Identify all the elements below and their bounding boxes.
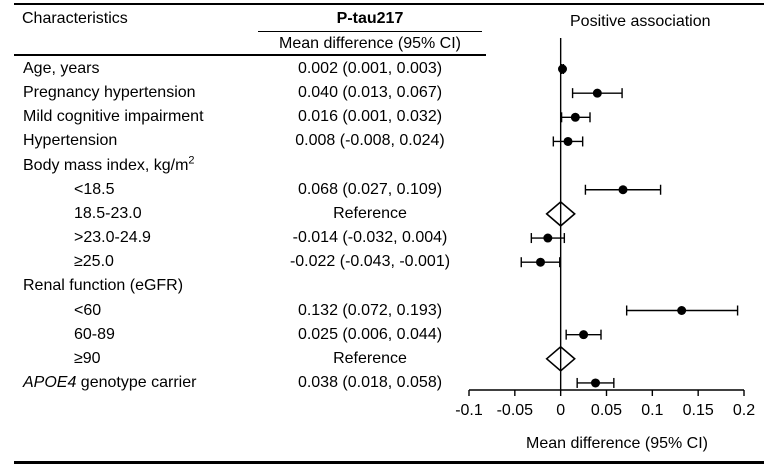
row-bmi-ge-25-ci-text: -0.022 (-0.043, -0.001) — [289, 253, 451, 271]
row-hypertension-label-text: Hypertension — [23, 132, 118, 150]
row-egfr-ge-90-label-text: ≥90 — [74, 349, 101, 367]
row-bmi-ge-25-mark — [520, 257, 561, 268]
row-mild-cognitive-impairment-label-text: Mild cognitive impairment — [23, 108, 204, 126]
row-pregnancy-hypertension-mark — [571, 88, 623, 99]
row-bmi-23-24-9-ci-text: -0.014 (-0.032, 0.004) — [292, 229, 448, 247]
row-body-mass-index-label-sup: 2 — [188, 154, 195, 167]
row-mild-cognitive-impairment-mark — [560, 112, 591, 123]
row-egfr-lt-60-mark — [625, 305, 739, 316]
row-bmi-ge-25-estimate-point — [536, 257, 545, 267]
x-axis-title: Mean difference (95% CI) — [526, 435, 708, 452]
row-renal-function-label: Renal function (eGFR) — [23, 276, 183, 296]
x-tick-label-0-1: 0.1 — [641, 402, 663, 419]
x-tick-label-0-15: 0.15 — [683, 402, 714, 419]
row-pregnancy-hypertension-label: Pregnancy hypertension — [23, 83, 196, 103]
row-age-years-label: Age, years — [23, 59, 99, 79]
row-bmi-lt-18-5-label: <18.5 — [74, 180, 114, 200]
row-egfr-ge-90-label: ≥90 — [74, 349, 101, 369]
row-age-years-estimate-point — [558, 64, 567, 74]
row-bmi-lt-18-5-ci-text: 0.068 (0.027, 0.109) — [297, 180, 443, 198]
row-mild-cognitive-impairment-estimate-point — [570, 112, 580, 122]
row-apoe4-carrier-ci-text: 0.038 (0.018, 0.058) — [297, 373, 443, 391]
row-bmi-18-5-23-ci-text: Reference — [333, 204, 407, 222]
row-bmi-ge-25-label-text: ≥25.0 — [74, 253, 114, 271]
row-egfr-lt-60-estimate-point — [677, 306, 687, 315]
x-tick-label-0-05: 0.05 — [591, 402, 622, 419]
ci-subheader: Mean difference (95% CI) — [278, 35, 461, 52]
x-tick-label-0: 0 — [556, 402, 565, 419]
row-hypertension-mark — [552, 136, 584, 147]
row-bmi-18-5-23-label: 18.5-23.0 — [74, 204, 142, 224]
row-mild-cognitive-impairment-label: Mild cognitive impairment — [23, 107, 204, 127]
row-bmi-lt-18-5-label-text: <18.5 — [74, 180, 115, 198]
positive-association-label: Positive association — [570, 13, 711, 30]
row-age-years-ci-text: 0.002 (0.001, 0.003) — [297, 60, 443, 77]
row-body-mass-index-label-text: Body mass index, kg/m — [23, 156, 189, 174]
row-hypertension-ci-text: 0.008 (-0.008, 0.024) — [295, 132, 445, 150]
characteristics-header: Characteristics — [22, 10, 128, 27]
row-bmi-23-24-9-label-text: >23.0-24.9 — [74, 229, 151, 247]
row-egfr-60-89-ci-text: 0.025 (0.006, 0.044) — [297, 325, 443, 343]
x-tick-label-0-2: 0.2 — [733, 402, 755, 419]
header-underline — [258, 31, 482, 32]
top-rule — [14, 3, 764, 5]
row-bmi-23-24-9-label: >23.0-24.9 — [74, 228, 151, 248]
biomarker-header: P-tau217 — [336, 10, 404, 27]
row-apoe4-carrier-label-italic: APOE4 — [23, 373, 77, 391]
x-tick-label-0-05: -0.05 — [497, 402, 534, 419]
row-apoe4-carrier-label-text: genotype carrier — [76, 373, 197, 391]
row-mild-cognitive-impairment-ci-text: 0.016 (0.001, 0.032) — [297, 108, 443, 126]
row-age-years-mark — [558, 64, 567, 74]
row-pregnancy-hypertension-label-text: Pregnancy hypertension — [23, 84, 196, 102]
row-egfr-60-89-label: 60-89 — [74, 325, 115, 345]
row-bmi-lt-18-5-estimate-point — [618, 185, 628, 195]
row-bmi-ge-25-label: ≥25.0 — [74, 252, 114, 272]
row-body-mass-index-label: Body mass index, kg/m2 — [23, 154, 195, 176]
x-tick-label-0-1: -0.1 — [455, 402, 483, 419]
row-pregnancy-hypertension-ci-text: 0.040 (0.013, 0.067) — [297, 84, 443, 102]
row-apoe4-carrier-label: APOE4 genotype carrier — [23, 373, 196, 393]
row-hypertension-estimate-point — [563, 136, 573, 146]
row-apoe4-carrier-mark — [576, 377, 615, 388]
row-egfr-lt-60-label: <60 — [74, 301, 101, 321]
row-egfr-ge-90-ci-text: Reference — [333, 349, 407, 367]
row-egfr-lt-60-label-text: <60 — [74, 301, 102, 319]
row-egfr-60-89-estimate-point — [579, 330, 589, 340]
row-apoe4-carrier-estimate-point — [591, 378, 600, 388]
row-bmi-18-5-23-label-text: 18.5-23.0 — [74, 204, 142, 222]
row-pregnancy-hypertension-estimate-point — [592, 88, 602, 98]
row-age-years-label-text: Age, years — [23, 60, 100, 77]
row-egfr-60-89-label-text: 60-89 — [74, 325, 115, 343]
row-bmi-lt-18-5-mark — [584, 184, 662, 195]
row-bmi-23-24-9-mark — [530, 233, 566, 244]
bottom-rule — [14, 461, 764, 464]
row-hypertension-label: Hypertension — [23, 131, 117, 151]
row-egfr-lt-60-ci-text: 0.132 (0.072, 0.193) — [297, 301, 443, 319]
subheader-underline — [14, 54, 486, 56]
row-egfr-60-89-mark — [565, 329, 602, 340]
row-renal-function-label-text: Renal function (eGFR) — [23, 277, 184, 295]
row-bmi-23-24-9-estimate-point — [543, 233, 553, 243]
